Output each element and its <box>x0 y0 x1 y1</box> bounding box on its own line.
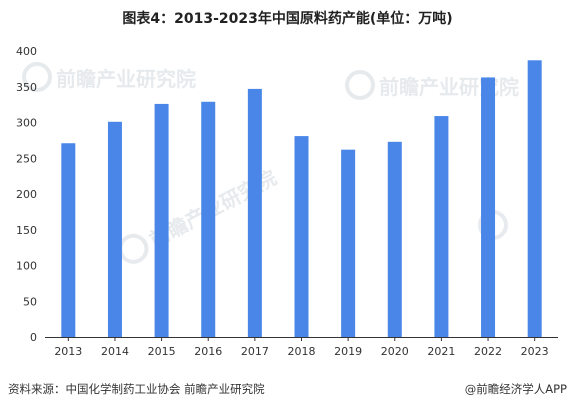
bar <box>527 60 542 338</box>
source-note: 资料来源：中国化学制药工业协会 前瞻产业研究院 <box>8 382 265 396</box>
bar <box>434 116 449 337</box>
footer: 资料来源：中国化学制药工业协会 前瞻产业研究院 @前瞻经济学人APP <box>0 381 575 403</box>
y-tick-label: 50 <box>23 295 37 308</box>
y-tick-label: 200 <box>16 188 37 201</box>
x-tick-label: 2016 <box>194 345 222 358</box>
x-tick-label: 2021 <box>427 345 455 358</box>
y-tick-label: 250 <box>16 152 37 165</box>
y-tick-label: 150 <box>16 224 37 237</box>
bar <box>154 103 169 337</box>
x-tick-label: 2017 <box>241 345 269 358</box>
y-tick-label: 0 <box>30 331 37 344</box>
x-tick-label: 2019 <box>334 345 362 358</box>
chart-title: 图表4：2013-2023年中国原料药产能(单位：万吨) <box>122 11 453 27</box>
bar <box>247 88 262 338</box>
bar <box>341 149 356 337</box>
bar <box>481 77 496 337</box>
y-tick-label: 100 <box>16 260 37 273</box>
bar <box>387 141 402 337</box>
x-tick-label: 2023 <box>521 345 549 358</box>
y-tick-label: 400 <box>16 45 37 58</box>
y-tick-label: 300 <box>16 117 37 130</box>
brand-credit: @前瞻经济学人APP <box>464 382 567 396</box>
x-tick-label: 2014 <box>101 345 129 358</box>
x-tick-label: 2015 <box>148 345 176 358</box>
bar <box>201 101 216 337</box>
bar <box>61 143 76 337</box>
bar <box>107 121 122 337</box>
x-tick-label: 2022 <box>474 345 502 358</box>
x-tick-label: 2018 <box>288 345 316 358</box>
x-tick-label: 2013 <box>54 345 82 358</box>
x-tick-label: 2020 <box>381 345 409 358</box>
bar <box>294 136 309 337</box>
bar-chart: 0 50 100 150 200 250 300 350 400 2013 2014 2015 2016… <box>16 45 558 358</box>
y-tick-label: 350 <box>16 81 37 94</box>
